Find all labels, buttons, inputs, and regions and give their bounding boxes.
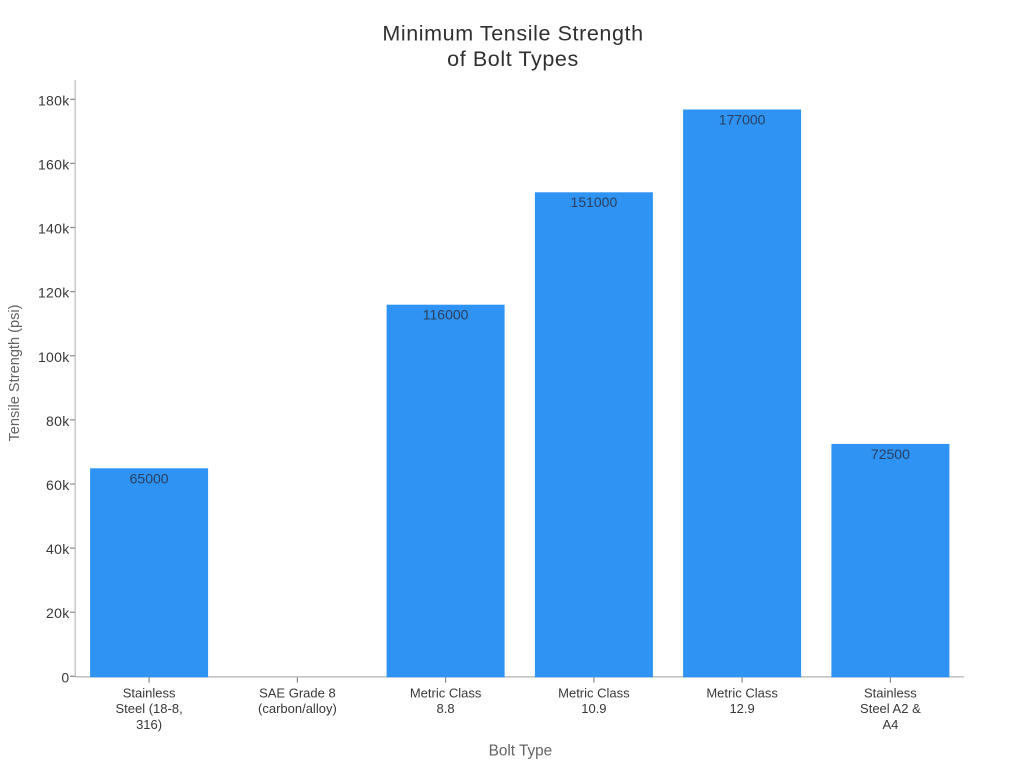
svg-text:151000: 151000 [571, 194, 618, 210]
svg-text:Metric Class: Metric Class [410, 685, 482, 700]
svg-text:100k: 100k [38, 349, 70, 365]
svg-text:Tensile Strength (psi): Tensile Strength (psi) [7, 304, 23, 441]
svg-text:of Bolt Types: of Bolt Types [447, 47, 579, 71]
svg-text:Bolt Type: Bolt Type [489, 743, 553, 760]
svg-text:Steel A2 &: Steel A2 & [860, 701, 921, 716]
svg-text:316): 316) [136, 717, 162, 732]
svg-text:Minimum Tensile Strength: Minimum Tensile Strength [382, 22, 643, 46]
svg-text:160k: 160k [38, 156, 70, 172]
svg-text:Steel (18-8,: Steel (18-8, [115, 701, 182, 716]
svg-text:120k: 120k [38, 285, 70, 301]
svg-text:116000: 116000 [423, 306, 469, 322]
svg-text:8.8: 8.8 [437, 701, 455, 716]
svg-text:Metric Class: Metric Class [706, 685, 778, 700]
svg-text:65000: 65000 [130, 471, 169, 487]
svg-text:20k: 20k [46, 605, 70, 621]
svg-text:60k: 60k [46, 477, 70, 493]
svg-text:40k: 40k [46, 541, 70, 557]
svg-text:177000: 177000 [719, 112, 766, 128]
svg-text:SAE Grade 8: SAE Grade 8 [259, 685, 336, 700]
svg-text:12.9: 12.9 [729, 701, 754, 716]
svg-text:140k: 140k [38, 221, 70, 237]
svg-text:80k: 80k [46, 413, 70, 429]
svg-text:72500: 72500 [871, 446, 910, 462]
svg-text:A4: A4 [882, 717, 898, 732]
svg-text:Metric Class: Metric Class [558, 685, 630, 700]
svg-text:(carbon/alloy): (carbon/alloy) [258, 701, 337, 716]
svg-text:0: 0 [61, 669, 69, 685]
svg-text:180k: 180k [38, 92, 70, 108]
svg-text:Stainless: Stainless [123, 685, 176, 700]
svg-text:10.9: 10.9 [581, 701, 606, 716]
svg-text:Stainless: Stainless [864, 685, 917, 700]
